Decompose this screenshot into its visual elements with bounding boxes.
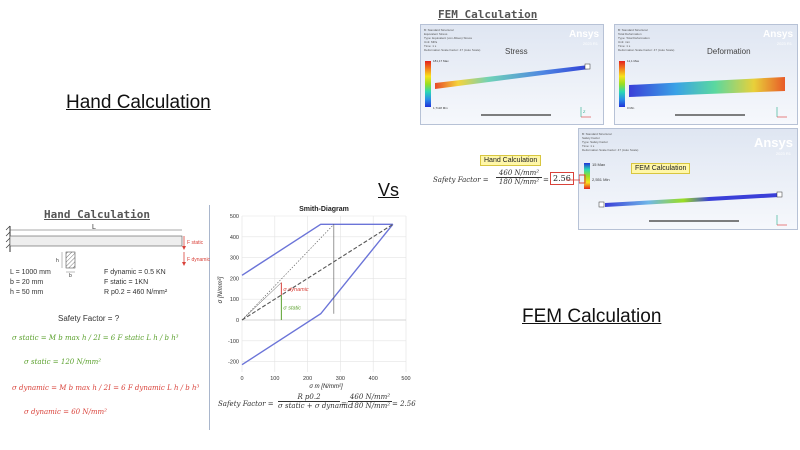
safety-legend-bar	[584, 163, 590, 189]
static-formula: σ static = M b max h / 2I = 6 F static L…	[12, 334, 179, 342]
series-lower-limit	[241, 223, 394, 366]
vs-heading: Vs	[378, 180, 400, 200]
deformation-max-label: 11,1 Max	[627, 59, 640, 63]
ansys-logo: Ansys	[753, 135, 793, 150]
stress-panel: B: Standard Structural Equivalent Stress…	[420, 24, 604, 125]
deformation-panel-title: Deformation	[707, 47, 751, 56]
comparison-formula: Safety Factor =	[433, 176, 489, 184]
x-tick-label: 200	[303, 376, 312, 382]
series-upper-limit	[241, 223, 393, 276]
series-load-line	[241, 282, 282, 321]
stress-panel-header: B: Standard Structural Equivalent Stress…	[424, 28, 481, 52]
safety-min-label: 2,551 Min	[592, 177, 610, 182]
smith-diagram-chart: Smith-Diagram 0 100 200 300 400 500 -200 -100 0 1…	[218, 206, 411, 390]
ansys-logo: Ansys	[762, 29, 793, 40]
chart-title: Smith-Diagram	[299, 206, 349, 213]
hand-calculation-heading: Hand Calculation	[66, 92, 211, 113]
length-label: L	[92, 224, 96, 231]
section-divider	[209, 205, 210, 430]
comparison-fraction: 460 N/mm² 180 N/mm²	[496, 169, 542, 186]
fem-section-title: FEM Calculation	[438, 8, 538, 21]
static-result: σ static = 120 N/mm²	[24, 358, 102, 366]
deformation-beam	[629, 77, 787, 118]
y-tick-label: 200	[230, 276, 239, 282]
y-tick-label: 300	[230, 256, 239, 262]
x-tick-label: 100	[270, 376, 279, 382]
y-tick-label: -200	[228, 360, 239, 366]
stress-min-label: 1,7118 Min	[433, 106, 448, 110]
ansys-logo: Ansys	[568, 29, 599, 40]
annotation-label: σ static	[283, 306, 301, 312]
safety-panel-header: B: Standard Structural Safety Factor Typ…	[582, 132, 639, 152]
ansys-version: 2023 R1	[775, 151, 791, 156]
stress-panel-title: Stress	[505, 47, 528, 56]
x-tick-label: 400	[369, 376, 378, 382]
smith-result: = 2.56	[392, 400, 416, 408]
annotation-label: σ dynamic	[283, 287, 309, 293]
x-axis-label: σ m [N/mm²]	[309, 384, 343, 390]
section-h-label: h	[56, 258, 59, 264]
deformation-min-label: 0 Min	[627, 106, 635, 110]
dynamic-result: σ dynamic = 60 N/mm²	[24, 408, 107, 416]
x-tick-label: 0	[240, 376, 243, 382]
beam-sketch	[5, 225, 186, 273]
y-tick-label: 500	[230, 214, 239, 220]
x-tick-label: 300	[336, 376, 345, 382]
hand-calculation-tag: Hand Calculation	[480, 155, 542, 166]
smith-formula: Safety Factor =	[218, 400, 274, 408]
smith-fraction-2: 460 N/mm² 180 N/mm²	[348, 393, 392, 410]
chart-grid	[241, 215, 407, 372]
chart-marks: σ dynamic σ static	[241, 223, 394, 366]
dynamic-formula: σ dynamic = M b max h / 2I = 6 F dynamic…	[12, 384, 200, 392]
smith-fraction-1: R p0.2 σ static + σ dynamic	[278, 393, 352, 410]
deformation-panel-header: B: Standard Structural Total Deformation…	[618, 28, 675, 52]
fem-calculation-heading: FEM Calculation	[522, 306, 662, 327]
fem-calculation-tag: FEM Calculation	[631, 163, 691, 174]
params-right: F dynamic = 0.5 KN F static = 1KN R p0.2…	[104, 269, 168, 296]
y-tick-label: 100	[230, 297, 239, 303]
series-working-line	[241, 224, 335, 321]
comparison-connector	[566, 179, 580, 181]
deformation-panel: B: Standard Structural Total Deformation…	[614, 24, 798, 125]
safety-max-label: 15 Max	[592, 162, 606, 167]
stress-beam: Z	[435, 63, 591, 118]
series-mean-line	[241, 223, 394, 321]
force-dynamic-label: F dynamic	[187, 257, 211, 263]
ansys-version: 2023 R1	[776, 41, 792, 46]
stress-legend-bar	[425, 61, 431, 107]
comparison-result: 2.56	[550, 172, 574, 185]
chart-ticks: 0 100 200 300 400 500 -200 -100 0 100 200 300 400 500	[228, 214, 411, 382]
y-tick-label: -100	[228, 339, 239, 345]
ansys-version: 2023 R1	[582, 41, 598, 46]
y-tick-label: 0	[236, 318, 239, 324]
y-tick-label: 400	[230, 235, 239, 241]
stress-max-label: 181,17 Max	[433, 59, 449, 63]
y-axis-label: σ [N/mm²]	[218, 276, 224, 303]
safety-factor-panel: B: Standard Structural Safety Factor Typ…	[578, 128, 798, 230]
safety-beam	[579, 174, 787, 226]
force-static-label: F static	[187, 240, 204, 246]
svg-text:Z: Z	[583, 109, 586, 114]
params-left: L = 1000 mm b = 20 mm h = 50 mm	[10, 269, 51, 296]
deformation-legend-bar	[619, 61, 625, 107]
hand-section-title: Hand Calculation	[44, 208, 150, 221]
section-b-label: b	[69, 273, 72, 279]
safety-question: Safety Factor = ?	[58, 314, 120, 323]
x-tick-label: 500	[401, 376, 410, 382]
